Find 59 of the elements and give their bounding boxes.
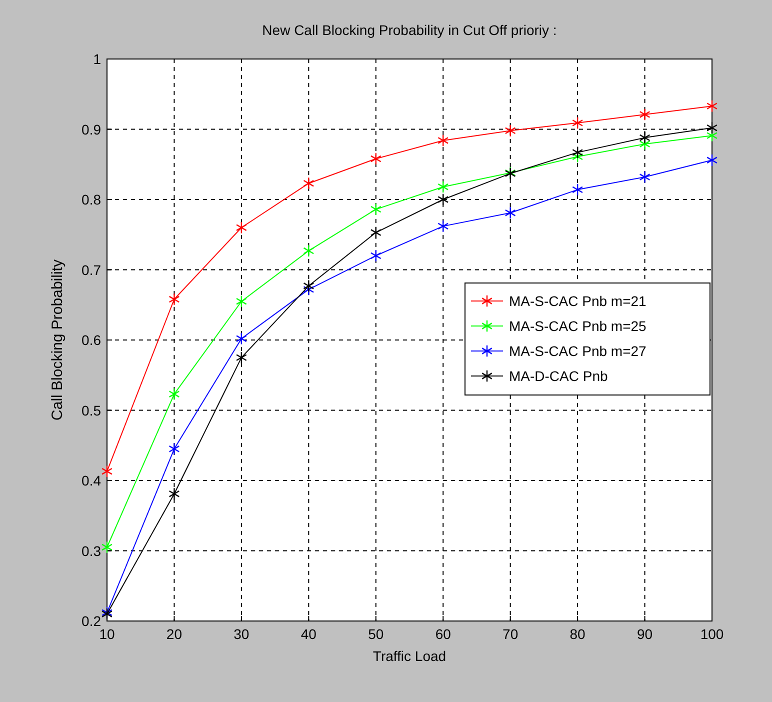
x-tick-label: 100	[700, 626, 724, 642]
y-tick-label: 1	[93, 51, 102, 67]
point	[303, 280, 314, 292]
point	[639, 170, 650, 184]
point	[504, 206, 516, 220]
point	[101, 465, 113, 478]
point	[572, 183, 584, 196]
point	[370, 152, 382, 166]
x-tick-label: 90	[636, 626, 653, 642]
point	[438, 134, 449, 147]
legend-label: MA-S-CAC Pnb m=27	[509, 343, 647, 359]
y-tick-label: 0.9	[82, 121, 102, 138]
point	[168, 442, 180, 456]
point	[236, 332, 247, 345]
point	[101, 540, 113, 554]
x-tick-label: 60	[435, 626, 452, 642]
point	[303, 283, 314, 296]
x-tick-label: 20	[166, 626, 182, 642]
point	[236, 295, 247, 308]
legend-label: MA-S-CAC Pnb m=25	[509, 318, 647, 334]
point	[438, 193, 449, 206]
y-tick-label: 0.4	[82, 472, 102, 488]
point	[168, 388, 180, 400]
point	[572, 116, 584, 130]
legend-label: MA-D-CAC Pnb	[509, 368, 608, 384]
y-axis-title: Call Blocking Probability	[49, 259, 66, 420]
point	[572, 146, 584, 159]
x-tick-label: 50	[368, 626, 384, 642]
point	[236, 351, 247, 364]
point	[168, 292, 180, 306]
point	[706, 100, 718, 112]
x-tick-label: 70	[502, 626, 518, 642]
y-tick-label: 0.7	[82, 262, 102, 278]
point	[168, 488, 180, 500]
point	[370, 203, 382, 216]
point	[370, 249, 382, 262]
legend-label: MA-S-CAC Pnb m=21	[509, 293, 647, 309]
point	[504, 124, 516, 137]
point	[706, 154, 718, 166]
x-tick-label: 40	[300, 626, 317, 642]
x-tick-label: 30	[234, 626, 250, 642]
y-tick-label: 0.8	[82, 192, 102, 208]
point	[236, 221, 247, 234]
y-tick-label: 0.6	[82, 332, 102, 348]
y-tick-label: 0.5	[82, 402, 102, 418]
point	[639, 131, 650, 144]
point	[438, 180, 449, 194]
chart-title: New Call Blocking Probability in Cut Off prioriy :	[262, 22, 557, 38]
point	[303, 244, 314, 258]
point	[370, 226, 382, 239]
point	[438, 220, 449, 232]
x-tick-label: 10	[99, 626, 115, 642]
point	[706, 122, 718, 134]
x-axis-title: Traffic Load	[372, 648, 446, 664]
point	[303, 177, 314, 190]
x-tick-label: 80	[570, 626, 586, 642]
point	[639, 108, 650, 121]
y-tick-label: 0.2	[82, 613, 102, 629]
y-tick-label: 0.3	[82, 542, 102, 559]
